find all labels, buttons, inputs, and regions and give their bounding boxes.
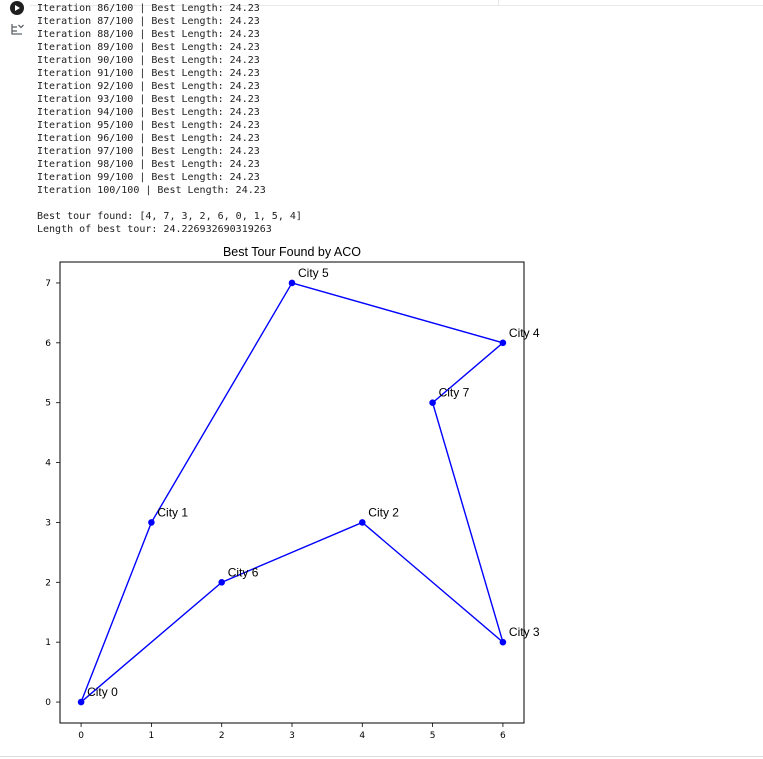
log-line: Iteration 97/100 | Best Length: 24.23 xyxy=(37,146,260,157)
log-line: Iteration 91/100 | Best Length: 24.23 xyxy=(37,68,260,79)
city-label: City 6 xyxy=(228,565,259,579)
y-tick-label: 5 xyxy=(45,399,51,409)
chart-title: Best Tour Found by ACO xyxy=(223,245,361,259)
city-marker xyxy=(77,698,85,706)
log-line: Iteration 99/100 | Best Length: 24.23 xyxy=(37,172,260,183)
y-tick-label: 0 xyxy=(45,698,51,708)
cell-gutter xyxy=(0,0,30,759)
x-tick-label: 5 xyxy=(430,731,436,741)
y-tick-label: 1 xyxy=(45,638,51,648)
y-tick-label: 6 xyxy=(45,339,51,349)
cell-bottom-divider xyxy=(0,756,763,757)
log-line: Iteration 86/100 | Best Length: 24.23 xyxy=(37,3,260,14)
city-marker xyxy=(359,519,366,526)
cell-top-divider-tick xyxy=(498,0,499,5)
cell-top-divider xyxy=(30,5,763,6)
tour-route-line xyxy=(80,282,505,703)
x-tick-label: 1 xyxy=(149,731,155,741)
best-tour-length-text: Length of best tour: 24.226932690319263 xyxy=(37,224,272,235)
log-line: Iteration 100/100 | Best Length: 24.23 xyxy=(37,185,266,196)
city-label: City 3 xyxy=(509,625,540,639)
city-label: City 7 xyxy=(439,386,470,400)
city-label: City 2 xyxy=(368,505,399,519)
city-marker xyxy=(218,579,225,586)
y-tick-label: 3 xyxy=(45,518,51,528)
city-marker xyxy=(499,339,507,347)
city-label: City 0 xyxy=(87,685,118,699)
log-line: Iteration 90/100 | Best Length: 24.23 xyxy=(37,55,260,66)
log-line: Iteration 93/100 | Best Length: 24.23 xyxy=(37,94,260,105)
y-tick-label: 4 xyxy=(45,459,51,469)
log-line: Iteration 89/100 | Best Length: 24.23 xyxy=(37,42,260,53)
city-label: City 5 xyxy=(298,266,329,280)
tour-chart: Best Tour Found by ACO 0 1 2 3 4 5 6 0 1 2 3 4 5 6 7 Cit… xyxy=(45,245,540,741)
y-tick-label: 7 xyxy=(45,279,51,289)
tour-plot: Best Tour Found by ACO 0 1 2 3 4 5 6 0 1 2 3 4 5 6 7 Cit… xyxy=(20,240,560,755)
play-icon xyxy=(15,5,20,11)
city-marker xyxy=(288,279,296,287)
iteration-log: Iteration 86/100 | Best Length: 24.23 Ite… xyxy=(37,2,757,197)
y-tick-label: 2 xyxy=(45,578,51,588)
city-label: City 1 xyxy=(157,505,188,519)
log-line: Iteration 88/100 | Best Length: 24.23 xyxy=(37,29,260,40)
city-label: City 4 xyxy=(509,326,540,340)
x-tick-label: 2 xyxy=(219,731,225,741)
x-tick-label: 4 xyxy=(359,731,365,741)
log-line: Iteration 94/100 | Best Length: 24.23 xyxy=(37,107,260,118)
log-line: Iteration 92/100 | Best Length: 24.23 xyxy=(37,81,260,92)
log-line: Iteration 95/100 | Best Length: 24.23 xyxy=(37,120,260,131)
best-tour-text: Best tour found: [4, 7, 3, 2, 6, 0, 1, 5… xyxy=(37,211,302,222)
log-line: Iteration 96/100 | Best Length: 24.23 xyxy=(37,133,260,144)
city-marker xyxy=(429,399,436,406)
city-marker xyxy=(148,519,155,526)
log-line: Iteration 98/100 | Best Length: 24.23 xyxy=(37,159,260,170)
run-cell-button[interactable] xyxy=(10,1,24,15)
city-marker xyxy=(499,638,507,646)
cell-output: Iteration 86/100 | Best Length: 24.23 Ite… xyxy=(37,2,757,236)
x-tick-label: 0 xyxy=(78,731,84,741)
x-tick-label: 6 xyxy=(500,731,506,741)
log-line: Iteration 87/100 | Best Length: 24.23 xyxy=(37,16,260,27)
x-tick-label: 3 xyxy=(289,731,295,741)
output-toggle-icon[interactable] xyxy=(9,21,25,37)
plot-frame xyxy=(59,261,525,724)
